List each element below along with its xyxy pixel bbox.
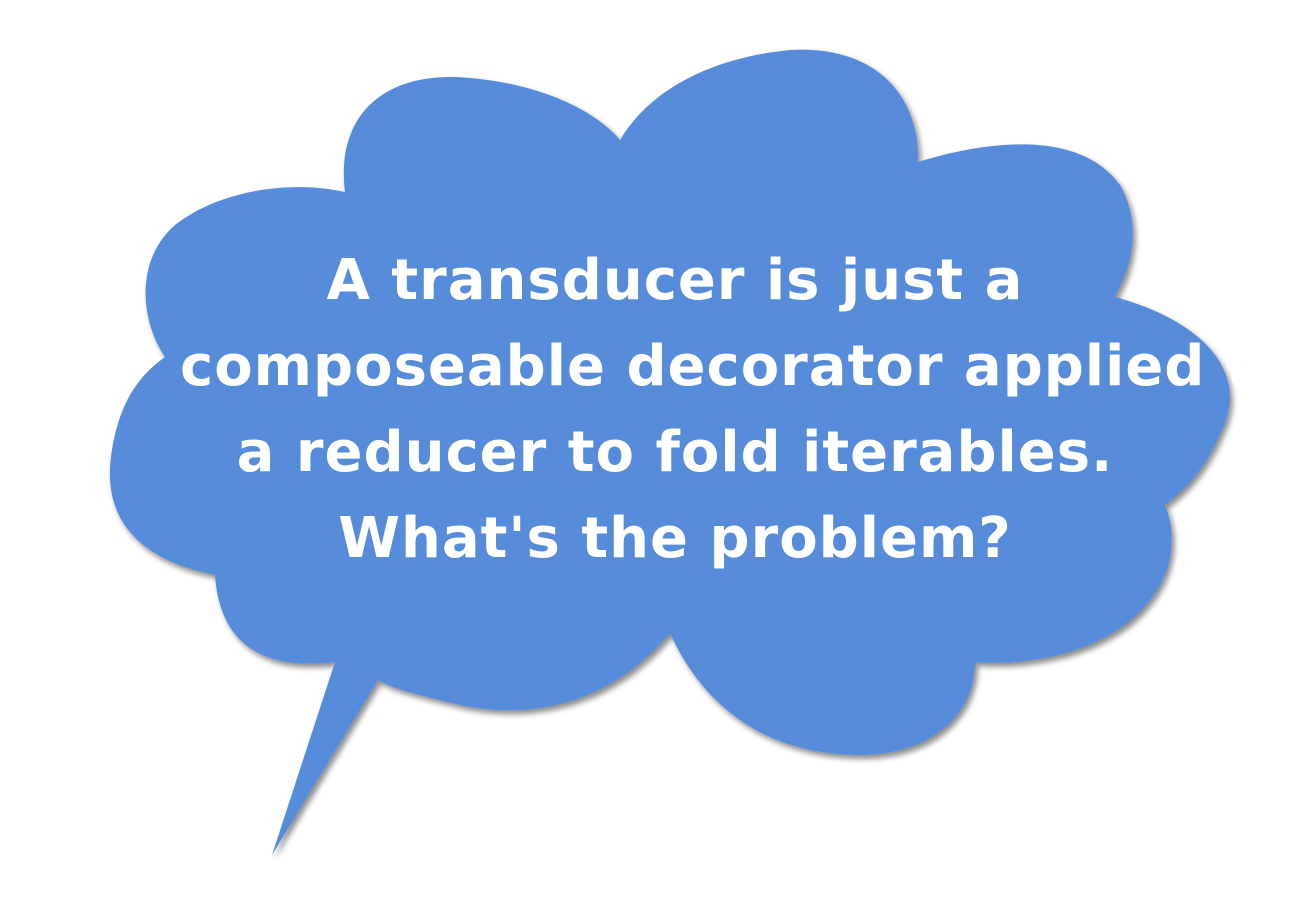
speech-line-2: composeable decorator applied to bbox=[180, 334, 1291, 399]
speech-line-1: A transducer is just a bbox=[326, 248, 1024, 313]
speech-line-4: What's the problem? bbox=[338, 506, 1012, 571]
speech-bubble-text: A transducer is just a composeable decor… bbox=[180, 238, 1291, 582]
speech-line-3: a reducer to fold iterables. bbox=[236, 420, 1114, 485]
cloud-shape bbox=[109, 49, 1230, 856]
